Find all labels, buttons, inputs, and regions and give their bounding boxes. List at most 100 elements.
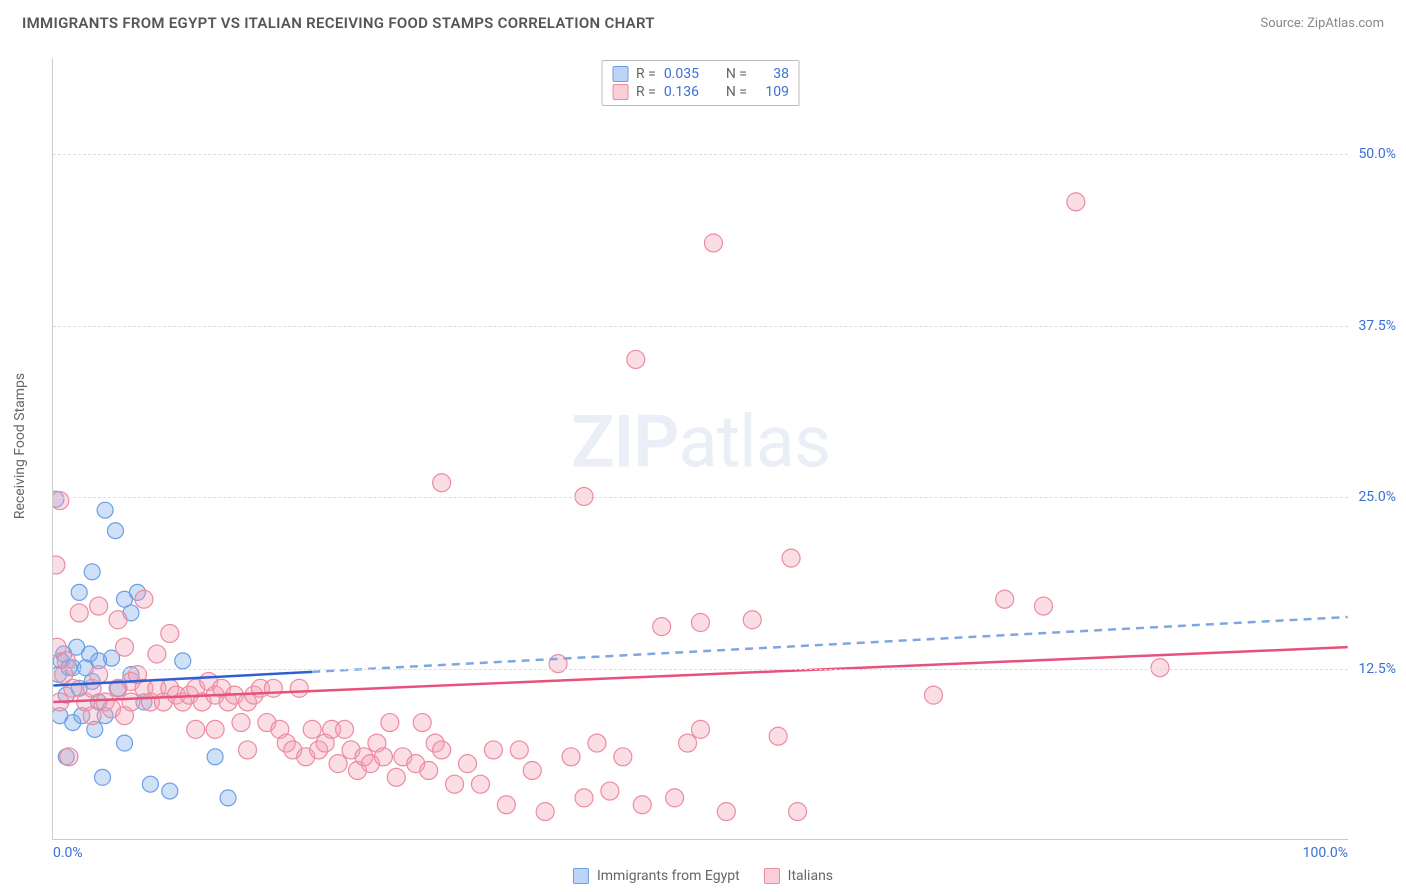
- rn-legend-row: R = 0.035 N = 38: [612, 65, 789, 83]
- scatter-point: [290, 679, 308, 697]
- scatter-point: [717, 803, 735, 821]
- bottom-legend-label: Italians: [788, 868, 833, 884]
- scatter-point: [413, 714, 431, 732]
- rn-r-label: R =: [636, 66, 656, 82]
- scatter-point: [523, 762, 541, 780]
- rn-r-value: 0.035: [664, 66, 718, 82]
- scatter-point: [116, 638, 134, 656]
- scatter-point: [769, 727, 787, 745]
- gridline: [53, 154, 1348, 155]
- scatter-point: [95, 769, 111, 785]
- scatter-point: [1035, 597, 1053, 615]
- bottom-legend-item: Italians: [764, 868, 833, 884]
- scatter-point: [704, 234, 722, 252]
- gridline: [53, 326, 1348, 327]
- scatter-point: [187, 720, 205, 738]
- scatter-point: [679, 734, 697, 752]
- legend-swatch: [612, 66, 628, 82]
- scatter-point: [1067, 193, 1085, 211]
- scatter-point: [70, 604, 88, 622]
- legend-swatch: [764, 868, 780, 884]
- scatter-point: [97, 502, 113, 518]
- gridline: [53, 497, 1348, 498]
- scatter-point: [996, 590, 1014, 608]
- y-tick: 37.5%: [1358, 318, 1396, 334]
- scatter-point: [562, 748, 580, 766]
- scatter-point: [484, 741, 502, 759]
- scatter-point: [135, 590, 153, 608]
- scatter-point: [64, 679, 82, 697]
- title-row: IMMIGRANTS FROM EGYPT VS ITALIAN RECEIVI…: [22, 14, 1384, 32]
- plot-area: ZIPatlas R = 0.035 N = 38 R = 0.136 N = …: [52, 58, 1348, 840]
- scatter-point: [789, 803, 807, 821]
- scatter-point: [207, 749, 223, 765]
- scatter-point: [122, 693, 140, 711]
- scatter-point: [446, 775, 464, 793]
- scatter-point: [633, 796, 651, 814]
- scatter-point: [627, 350, 645, 368]
- source-attribution: Source: ZipAtlas.com: [1260, 16, 1384, 31]
- scatter-point: [303, 720, 321, 738]
- scatter-point: [420, 762, 438, 780]
- scatter-point: [83, 707, 101, 725]
- legend-swatch: [612, 84, 628, 100]
- scatter-point: [57, 652, 75, 670]
- scatter-point: [175, 653, 191, 669]
- scatter-point: [692, 720, 710, 738]
- scatter-point: [374, 748, 392, 766]
- y-tick: 12.5%: [1358, 661, 1396, 677]
- scatter-point: [536, 803, 554, 821]
- scatter-point: [692, 614, 710, 632]
- scatter-point: [653, 618, 671, 636]
- scatter-point: [53, 556, 65, 574]
- rn-legend: R = 0.035 N = 38 R = 0.136 N = 109: [601, 60, 800, 106]
- x-tick: 100.0%: [1303, 845, 1348, 861]
- scatter-point: [238, 741, 256, 759]
- scatter-point: [782, 549, 800, 567]
- scatter-point: [588, 734, 606, 752]
- scatter-point: [148, 645, 166, 663]
- scatter-point: [336, 720, 354, 738]
- y-axis-label: Receiving Food Stamps: [12, 373, 28, 519]
- scatter-point: [162, 783, 178, 799]
- plot-svg: [53, 58, 1348, 839]
- scatter-point: [84, 564, 100, 580]
- scatter-point: [459, 755, 477, 773]
- scatter-point: [743, 611, 761, 629]
- scatter-point: [206, 720, 224, 738]
- rn-n-label: N =: [726, 84, 747, 100]
- scatter-point: [433, 741, 451, 759]
- bottom-legend-label: Immigrants from Egypt: [597, 868, 740, 884]
- scatter-point: [232, 714, 250, 732]
- scatter-point: [497, 796, 515, 814]
- correlation-chart: IMMIGRANTS FROM EGYPT VS ITALIAN RECEIVI…: [0, 0, 1406, 892]
- gridline: [53, 669, 1348, 670]
- rn-r-value: 0.136: [664, 84, 718, 100]
- y-tick: 25.0%: [1358, 489, 1396, 505]
- scatter-point: [53, 492, 69, 510]
- scatter-point: [117, 735, 133, 751]
- bottom-legend: Immigrants from Egypt Italians: [573, 868, 833, 884]
- scatter-point: [90, 597, 108, 615]
- rn-legend-row: R = 0.136 N = 109: [612, 83, 789, 101]
- rn-r-label: R =: [636, 84, 656, 100]
- y-tick: 50.0%: [1358, 146, 1396, 162]
- scatter-point: [381, 714, 399, 732]
- scatter-point: [220, 790, 236, 806]
- scatter-point: [387, 768, 405, 786]
- scatter-point: [109, 611, 127, 629]
- bottom-legend-item: Immigrants from Egypt: [573, 868, 740, 884]
- scatter-point: [433, 474, 451, 492]
- chart-title: IMMIGRANTS FROM EGYPT VS ITALIAN RECEIVI…: [22, 14, 655, 32]
- scatter-point: [71, 584, 87, 600]
- scatter-point: [329, 755, 347, 773]
- scatter-point: [471, 775, 489, 793]
- scatter-point: [60, 748, 78, 766]
- scatter-point: [614, 748, 632, 766]
- scatter-point: [575, 789, 593, 807]
- legend-swatch: [573, 868, 589, 884]
- scatter-point: [161, 624, 179, 642]
- x-tick: 0.0%: [53, 845, 83, 861]
- scatter-point: [924, 686, 942, 704]
- scatter-point: [601, 782, 619, 800]
